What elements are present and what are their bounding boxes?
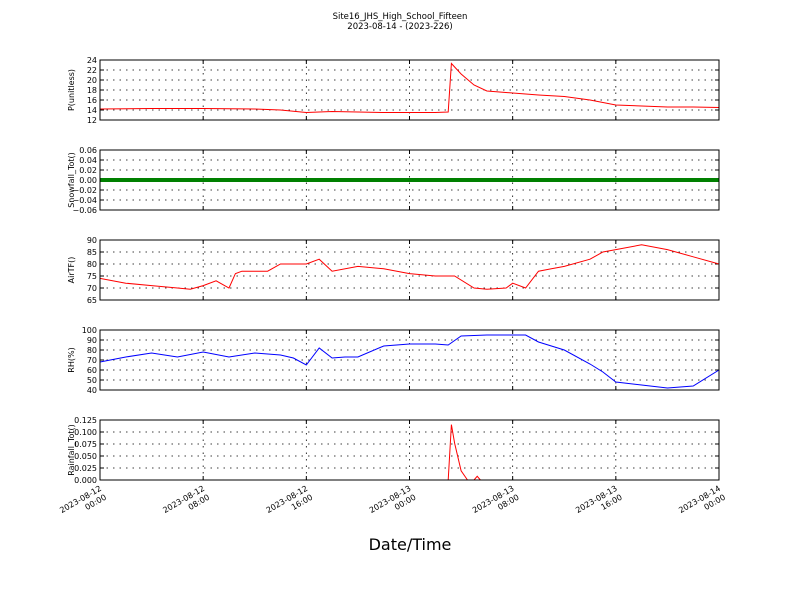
y-tick-label: 100 xyxy=(82,326,97,335)
y-tick-label: 90 xyxy=(87,336,97,345)
y-tick-label: 70 xyxy=(87,356,97,365)
y-tick-label: 0.075 xyxy=(74,440,97,449)
y-tick-label: 0.125 xyxy=(74,416,97,425)
axes-frame xyxy=(99,329,720,391)
y-tick-label: 80 xyxy=(87,346,97,355)
y-tick-label: 0.025 xyxy=(74,464,97,473)
y-tick-label: 90 xyxy=(87,236,97,245)
y-axis-label: Rainfall_Tot() xyxy=(67,424,76,476)
x-axis-label: Date/Time xyxy=(369,535,452,554)
y-tick-label: 65 xyxy=(87,296,97,305)
y-tick-label: 24 xyxy=(87,56,97,65)
y-tick-label: 12 xyxy=(87,116,97,125)
y-tick-label: 80 xyxy=(87,260,97,269)
series-line-3 xyxy=(99,244,720,290)
y-axis-label: RH(%) xyxy=(67,347,76,372)
axes-frame xyxy=(99,239,720,301)
y-tick-label: 40 xyxy=(87,386,97,395)
panel-5: 0.000 0.025 0.050 0.075 0.100 0.125Rainfall_T… xyxy=(67,416,720,485)
y-tick-label: 22 xyxy=(87,66,97,75)
y-tick-label: 0.04 xyxy=(79,156,97,165)
y-axis-label: Snowfall_Tot() xyxy=(67,152,76,208)
y-tick-label: 16 xyxy=(87,96,97,105)
axes-frame xyxy=(99,59,720,121)
y-tick-label: 75 xyxy=(87,272,97,281)
y-tick-label: 0.050 xyxy=(74,452,97,461)
y-tick-label: −0.02 xyxy=(72,186,97,195)
y-tick-label: 18 xyxy=(87,86,97,95)
y-tick-label: 0.00 xyxy=(79,176,97,185)
axes-frame xyxy=(99,419,720,481)
axes-frame xyxy=(99,149,720,211)
series-line-5 xyxy=(100,424,719,481)
y-tick-label: 0.06 xyxy=(79,146,97,155)
y-tick-label: 85 xyxy=(87,248,97,257)
y-tick-label: 0.000 xyxy=(74,476,97,485)
y-tick-label: 14 xyxy=(87,106,97,115)
panel-2: −0.06−0.04−0.020.000.020.040.06Snowfall_… xyxy=(67,146,720,215)
panel-3: 65 70 75 80 85 90 AirTF() xyxy=(67,236,720,305)
y-tick-label: 0.100 xyxy=(74,428,97,437)
y-axis-label: P(unitless) xyxy=(67,69,76,111)
series-line-4 xyxy=(99,334,720,389)
y-tick-label: 0.02 xyxy=(79,166,97,175)
figure-subtitle: 2023-08-14 - (2023-226) xyxy=(347,22,452,32)
y-tick-label: 60 xyxy=(87,366,97,375)
y-tick-label: 20 xyxy=(87,76,97,85)
y-tick-label: 70 xyxy=(87,284,97,293)
y-tick-label: −0.06 xyxy=(72,206,97,215)
series-line-1 xyxy=(99,62,720,114)
y-tick-label: −0.04 xyxy=(72,196,97,205)
y-tick-label: 50 xyxy=(87,376,97,385)
y-axis-label: AirTF() xyxy=(67,257,76,284)
figure-title: Site16_JHS_High_School_Fifteen xyxy=(333,12,468,22)
